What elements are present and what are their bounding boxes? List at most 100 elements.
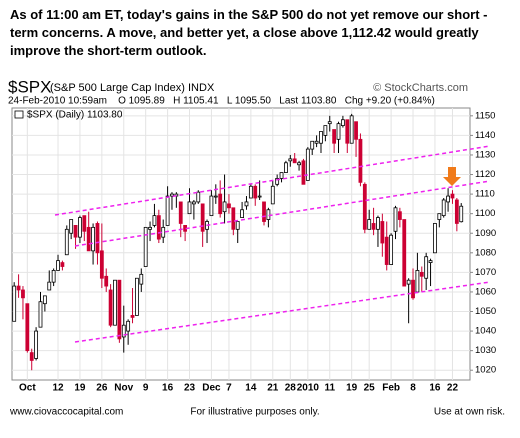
legend-swatch <box>14 110 24 119</box>
candle-body <box>148 226 152 230</box>
candle-body <box>73 225 78 238</box>
source: © StockCharts.com <box>373 82 468 94</box>
candle-body <box>156 215 161 240</box>
candle-body <box>38 301 43 328</box>
candle-body <box>327 121 332 125</box>
candle-body <box>397 211 402 220</box>
candle-body <box>12 285 17 322</box>
plot-frame <box>11 107 471 381</box>
candle-body <box>319 131 323 144</box>
candle-body <box>358 138 363 183</box>
y-tick-label: 1040 <box>475 326 496 337</box>
candle-body <box>354 121 358 140</box>
candle-body <box>135 277 139 316</box>
x-tick-label: 14 <box>245 383 257 394</box>
candle-body <box>21 289 25 299</box>
y-tick-label: 1030 <box>475 345 496 356</box>
x-tick-label: 8 <box>410 383 416 394</box>
candle-body <box>284 162 288 173</box>
candle-body <box>191 201 196 205</box>
y-tick-label: 1110 <box>475 189 495 200</box>
candle-body <box>459 205 464 223</box>
x-tick-label: 11 <box>324 383 335 394</box>
y-tick-label: 1070 <box>475 267 496 278</box>
candle-body <box>419 271 424 277</box>
candle-body <box>86 226 91 252</box>
candle-body <box>380 221 385 244</box>
candle-body <box>51 270 56 283</box>
x-tick-label: 12 <box>52 383 64 394</box>
candle-body <box>227 203 231 209</box>
candle-body <box>16 285 21 291</box>
candle-body <box>362 183 367 230</box>
x-tick-label: 19 <box>346 383 358 394</box>
candle-body <box>60 262 65 267</box>
candle-body <box>91 226 95 252</box>
y-tick-label: 1090 <box>475 228 496 239</box>
candle-body <box>248 185 253 199</box>
candle-body <box>406 279 411 285</box>
candle-body <box>178 201 183 224</box>
candle-body <box>310 140 315 150</box>
y-tick-label: 1120 <box>475 169 495 180</box>
candle-body <box>56 260 60 271</box>
x-tick-label: 25 <box>364 383 376 394</box>
candle-body <box>424 256 429 279</box>
candle-body <box>218 193 223 215</box>
candle-body <box>213 195 218 198</box>
candle-body <box>200 203 205 232</box>
candle-body <box>25 303 30 352</box>
footer-right: Use at own risk. <box>434 407 505 418</box>
candle-body <box>305 148 310 181</box>
candle-body <box>384 236 389 265</box>
candle-body <box>152 215 157 226</box>
candle-body <box>446 195 450 203</box>
legend: $SPX (Daily) 1103.80 <box>27 110 123 121</box>
candle-body <box>253 185 258 199</box>
candle-body <box>29 352 34 361</box>
candle-body <box>235 221 240 230</box>
candle-body <box>130 315 135 318</box>
candle-body <box>240 209 244 218</box>
candle-body <box>78 217 82 238</box>
candle-body <box>117 279 122 340</box>
candle-body <box>402 219 407 287</box>
footer-center: For illustrative purposes only. <box>190 407 319 418</box>
x-tick-label: 2010 <box>297 383 320 394</box>
candle-body <box>336 123 341 140</box>
candle-body <box>257 195 262 198</box>
y-tick-label: 1130 <box>475 149 495 160</box>
candle-body <box>441 199 446 217</box>
candle-body <box>323 125 328 136</box>
candle-body <box>371 223 376 230</box>
y-tick-label: 1100 <box>475 208 495 219</box>
x-tick-label: 23 <box>184 383 196 394</box>
y-tick-label: 1060 <box>475 286 496 297</box>
candle-body <box>292 158 297 164</box>
y-tick-label: 1050 <box>475 306 496 317</box>
x-tick-label: Oct <box>19 383 36 394</box>
candle-body <box>279 172 284 179</box>
candle-body <box>411 279 415 299</box>
y-tick-label: 1020 <box>475 365 496 376</box>
candle-body <box>314 140 319 144</box>
candle-body <box>42 295 47 305</box>
y-tick-label: 1150 <box>475 110 495 121</box>
candle-body <box>34 330 39 359</box>
candle-body <box>275 178 280 185</box>
x-tick-label: 7 <box>226 383 232 394</box>
candle-body <box>69 219 74 234</box>
candle-body <box>288 158 293 162</box>
candle-body <box>222 201 227 213</box>
candle-body <box>367 219 372 230</box>
candle-body <box>415 270 420 293</box>
x-tick-label: 22 <box>447 383 459 394</box>
candle-body <box>340 119 345 127</box>
candle-body <box>143 226 148 267</box>
candle-body <box>433 223 437 254</box>
channel-lines <box>54 145 491 343</box>
candle-body <box>126 320 131 332</box>
candle-body <box>454 199 459 224</box>
